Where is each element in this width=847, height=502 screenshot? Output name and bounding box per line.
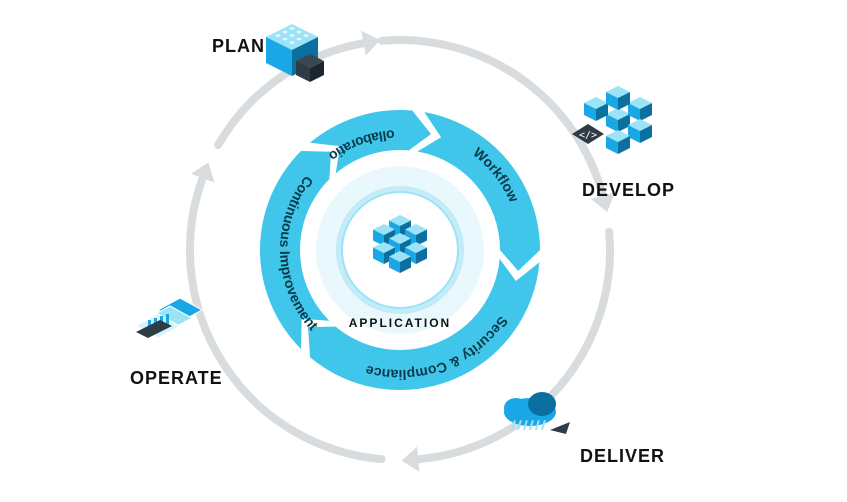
- plan-icon: [266, 24, 324, 82]
- devops-cycle-diagram: WorkflowSecurity & ComplianceContinuous …: [0, 0, 847, 502]
- hub-label: APPLICATION: [340, 316, 460, 330]
- application-hub: [316, 166, 484, 334]
- phase-label-operate: OPERATE: [130, 368, 223, 389]
- phase-label-develop: DEVELOP: [582, 180, 675, 201]
- operate-icon: [136, 298, 202, 338]
- diagram-svg: WorkflowSecurity & ComplianceContinuous …: [0, 0, 847, 502]
- phase-label-deliver: DELIVER: [580, 446, 665, 467]
- phase-label-plan: PLAN: [212, 36, 265, 57]
- svg-text:</>: </>: [579, 130, 597, 141]
